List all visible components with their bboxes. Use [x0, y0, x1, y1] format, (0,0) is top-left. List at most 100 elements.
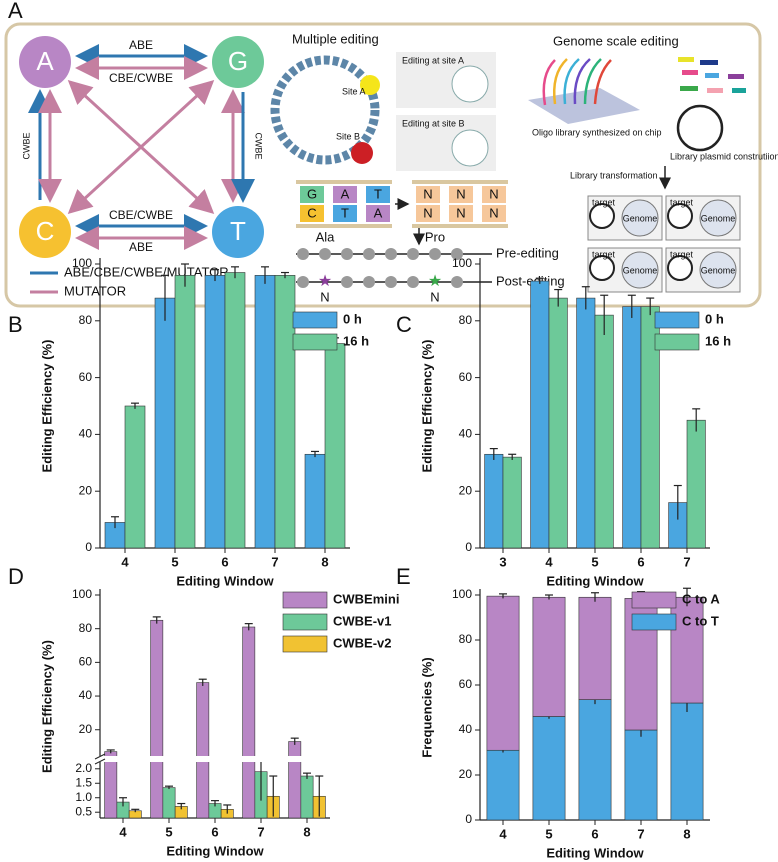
- y-axis-label: Editing Efficiency (%): [39, 640, 54, 773]
- bar-segment: [486, 595, 520, 751]
- x-tick-label: 7: [257, 824, 264, 839]
- panel-label: A: [8, 0, 23, 23]
- x-tick-label: 4: [121, 554, 129, 569]
- base: A: [341, 186, 350, 201]
- zoom-label: Editing at site A: [402, 55, 464, 65]
- base: G: [307, 186, 317, 201]
- step-label: Library plasmid construtiion: [670, 151, 778, 161]
- bar: [304, 453, 326, 549]
- edge-label: CWBE: [21, 133, 31, 160]
- y-axis-label: Editing Efficiency (%): [39, 340, 54, 473]
- legend-swatch: [282, 635, 328, 653]
- step-label: Library transformation: [570, 170, 658, 180]
- legend-swatch: [631, 591, 677, 609]
- base: N: [456, 186, 465, 201]
- y-tick-label: 80: [79, 313, 93, 327]
- x-tick-label: 5: [171, 554, 178, 569]
- x-axis-label: Editing Window: [166, 843, 264, 858]
- x-tick-label: 8: [303, 824, 310, 839]
- panel-label: E: [396, 564, 411, 589]
- base: T: [341, 205, 349, 220]
- bar: [576, 297, 596, 549]
- bar-segment: [532, 716, 566, 821]
- node: [19, 206, 71, 258]
- y-axis-label: Frequencies (%): [419, 657, 434, 757]
- node-label: T: [230, 216, 246, 246]
- x-tick-label: 3: [499, 554, 506, 569]
- zoom-label: Editing at site B: [402, 118, 465, 128]
- x-axis-label: Editing Window: [176, 573, 274, 588]
- bar: [204, 275, 226, 549]
- legend-label: CWBE-v2: [333, 635, 392, 650]
- base: N: [423, 186, 432, 201]
- edge-label: CBE/CWBE: [109, 208, 173, 222]
- y-axis-label: Editing Efficiency (%): [419, 340, 434, 473]
- edge-label: ABE: [129, 38, 153, 52]
- base: A: [374, 205, 383, 220]
- y-tick-label: 80: [459, 313, 473, 327]
- legend-swatch: [654, 311, 700, 329]
- y-tick-label: 100: [452, 587, 472, 601]
- legend-swatch: [292, 333, 338, 351]
- arrow: [67, 79, 215, 215]
- mutation-label: N: [430, 289, 439, 304]
- bar: [174, 275, 196, 549]
- x-tick-label: 6: [211, 824, 218, 839]
- legend-label: 0 h: [343, 311, 362, 326]
- bar: [124, 405, 146, 549]
- genome-label: Genome: [701, 213, 736, 223]
- y-tick-label: 0.5: [75, 804, 92, 818]
- y-tick-label: 0: [465, 812, 472, 826]
- target-label: target: [592, 197, 616, 207]
- legend-label: CWBEmini: [333, 591, 399, 606]
- y-tick-label: 80: [459, 632, 473, 646]
- y-tick-label: 1.0: [75, 790, 92, 804]
- bar: [530, 280, 550, 549]
- x-tick-label: 5: [545, 826, 552, 841]
- genome-label: Genome: [623, 265, 658, 275]
- bar: [300, 775, 314, 819]
- aa-label: Ala: [316, 229, 336, 244]
- base: N: [456, 205, 465, 220]
- legend-swatch: [292, 311, 338, 329]
- x-axis-label: Editing Window: [546, 845, 644, 860]
- zoom: [451, 129, 489, 167]
- y-tick-label: 40: [79, 688, 93, 702]
- bar-segment: [486, 749, 520, 821]
- base: N: [489, 205, 498, 220]
- y-tick-label: 60: [79, 370, 93, 384]
- bar-segment: [578, 699, 612, 821]
- y-tick-label: 1.5: [75, 775, 92, 789]
- multiple-editing: Multiple editing Site A Site B Editing a…: [270, 31, 565, 304]
- x-tick-label: 7: [271, 554, 278, 569]
- edge-label: CWBE: [254, 133, 264, 160]
- x-tick-label: 7: [637, 826, 644, 841]
- y-tick-label: 0: [465, 540, 472, 554]
- panel-a: A A G C T ABE CBE/CWBE CWBE CWBE CBE/C: [4, 0, 778, 308]
- y-tick-label: 20: [79, 722, 93, 736]
- bar: [162, 787, 176, 819]
- y-tick-label: 100: [72, 256, 92, 270]
- bar-segment: [578, 596, 612, 700]
- x-tick-label: 4: [499, 826, 507, 841]
- y-tick-label: 100: [452, 256, 472, 270]
- x-tick-label: 8: [321, 554, 328, 569]
- site-label: Site A: [342, 86, 366, 96]
- y-tick-label: 2.0: [75, 761, 92, 775]
- bar: [150, 619, 164, 819]
- x-axis-label: Editing Window: [546, 573, 644, 588]
- legend-label: 16 h: [705, 333, 731, 348]
- node-label: G: [228, 46, 248, 76]
- node: [212, 36, 264, 88]
- y-tick-label: 20: [459, 483, 473, 497]
- y-tick-label: 100: [72, 587, 92, 601]
- target-label: target: [592, 249, 616, 259]
- legend-label: C to T: [682, 613, 719, 628]
- legend-label: C to A: [682, 591, 720, 606]
- site-a: [360, 75, 380, 95]
- bar: [242, 626, 256, 819]
- edge-label: CBE/CWBE: [109, 71, 173, 85]
- bar: [196, 682, 210, 819]
